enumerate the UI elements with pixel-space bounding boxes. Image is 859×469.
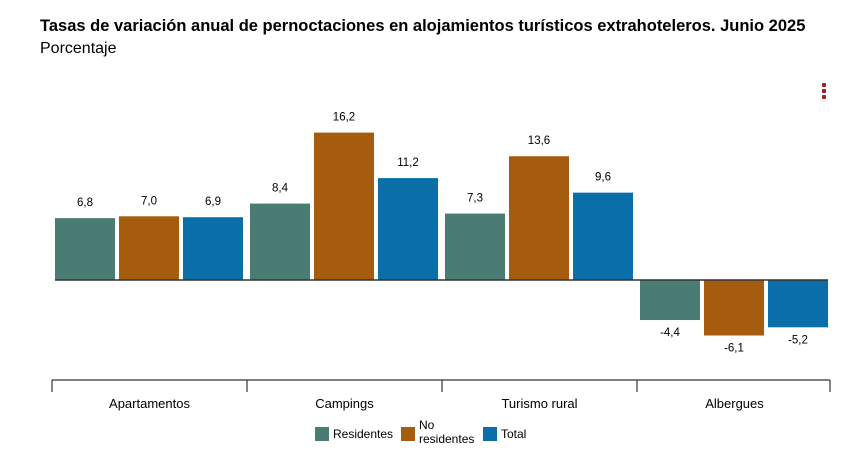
x-tick-label: Turismo rural	[501, 396, 577, 411]
bar-total[interactable]	[183, 217, 243, 280]
data-label: -4,4	[660, 327, 680, 339]
legend-label: No residentes	[419, 418, 475, 446]
chart-title: Tasas de variación anual de pernoctacion…	[40, 17, 806, 35]
bar-no-residentes[interactable]	[314, 132, 374, 280]
bar-total[interactable]	[573, 192, 633, 280]
data-label: 11,2	[397, 157, 419, 169]
legend-swatch	[401, 427, 415, 441]
bar-total[interactable]	[378, 178, 438, 280]
legend-label: Total	[501, 427, 527, 441]
data-label: 6,8	[77, 197, 93, 209]
vertical-dots-icon[interactable]	[818, 83, 830, 103]
chart-subtitle: Porcentaje	[40, 40, 117, 57]
bar-no-residentes[interactable]	[119, 216, 179, 280]
legend-swatch	[483, 427, 497, 441]
bar-total[interactable]	[768, 280, 828, 328]
data-label: -6,1	[724, 343, 744, 355]
bar-residentes[interactable]	[250, 203, 310, 280]
data-label: 7,0	[141, 195, 157, 207]
data-label: 6,9	[205, 196, 221, 208]
data-label: -5,2	[788, 334, 808, 346]
data-label: 16,2	[333, 112, 355, 124]
legend-swatch	[315, 427, 329, 441]
bar-no-residentes[interactable]	[704, 280, 764, 336]
data-label: 8,4	[272, 183, 289, 195]
data-label: 9,6	[595, 172, 611, 184]
data-label: 13,6	[528, 135, 550, 147]
legend-label: Residentes	[333, 427, 394, 441]
x-tick-label: Campings	[315, 396, 374, 411]
bar-no-residentes[interactable]	[509, 156, 569, 280]
bar-residentes[interactable]	[640, 280, 700, 321]
bar-residentes[interactable]	[445, 213, 505, 280]
x-tick-label: Apartamentos	[109, 396, 190, 411]
x-tick-label: Albergues	[705, 396, 764, 411]
data-label: 7,3	[467, 193, 483, 205]
bar-residentes[interactable]	[55, 218, 115, 280]
